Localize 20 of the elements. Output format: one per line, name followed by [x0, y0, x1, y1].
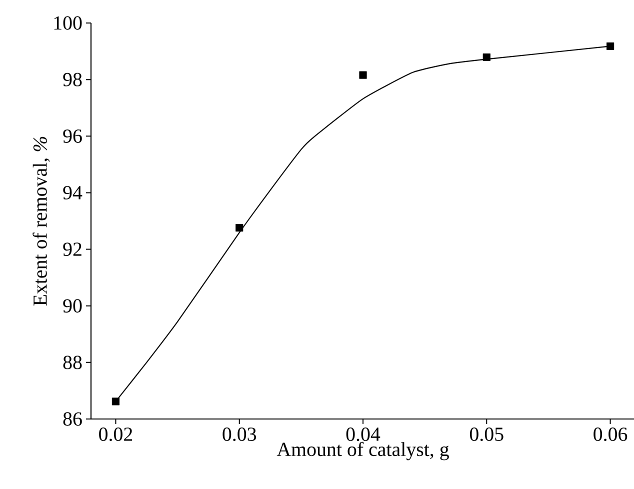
y-axis-title: Extent of removal, %	[32, 136, 50, 306]
y-tick-label: 94	[63, 186, 82, 200]
x-axis-title: Amount of catalyst, g	[276, 442, 449, 460]
x-tick-label: 0.02	[99, 428, 132, 442]
y-tick-label: 96	[63, 129, 82, 143]
y-tick-label: 92	[63, 242, 82, 256]
point	[112, 398, 120, 406]
y-tick-label: 100	[54, 16, 82, 30]
x-tick-label: 0.04	[346, 428, 380, 442]
x-tick-label: 0.06	[594, 428, 628, 442]
point	[359, 71, 367, 79]
point	[606, 42, 614, 50]
y-tick-label: 90	[63, 299, 82, 313]
y-tick-label: 86	[63, 412, 82, 426]
point	[482, 53, 490, 62]
y-tick-label: 98	[63, 72, 82, 86]
x-tick-label: 0.03	[222, 428, 256, 442]
x-tick-label: 0.05	[470, 428, 504, 442]
y-tick-label: 88	[63, 356, 82, 370]
point	[236, 224, 244, 232]
